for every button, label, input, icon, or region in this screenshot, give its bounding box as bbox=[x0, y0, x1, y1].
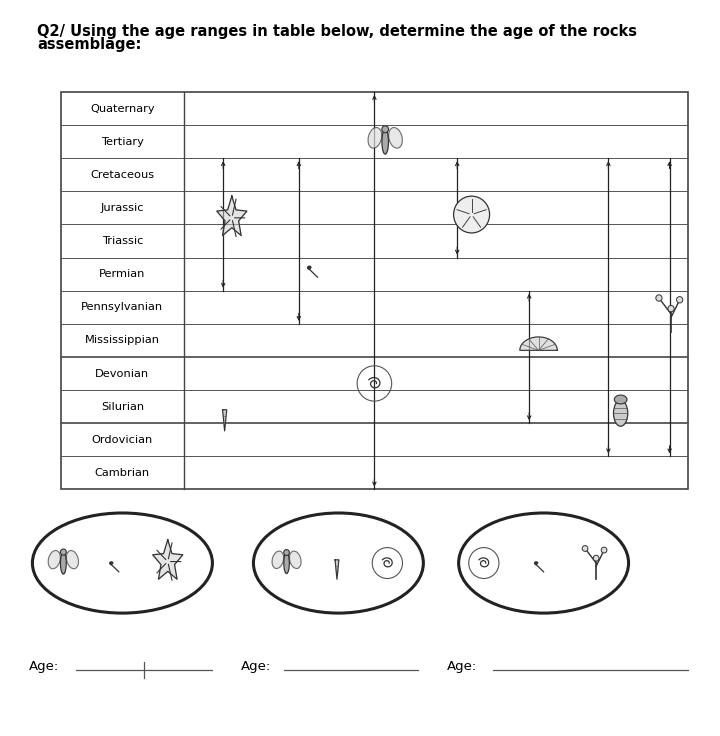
Polygon shape bbox=[222, 410, 227, 431]
Ellipse shape bbox=[459, 513, 629, 613]
Text: Cambrian: Cambrian bbox=[95, 468, 150, 478]
Text: Devonian: Devonian bbox=[95, 369, 150, 378]
Ellipse shape bbox=[32, 513, 212, 613]
Text: Pennsylvanian: Pennsylvanian bbox=[81, 302, 163, 312]
Text: Cretaceous: Cretaceous bbox=[90, 170, 155, 180]
Polygon shape bbox=[217, 196, 247, 236]
Text: Age:: Age: bbox=[241, 659, 271, 673]
Ellipse shape bbox=[272, 551, 284, 568]
Ellipse shape bbox=[613, 400, 628, 426]
Circle shape bbox=[284, 550, 289, 556]
Circle shape bbox=[382, 126, 389, 132]
Ellipse shape bbox=[253, 513, 423, 613]
Text: assemblage:: assemblage: bbox=[37, 37, 142, 52]
Ellipse shape bbox=[382, 130, 389, 154]
Ellipse shape bbox=[368, 127, 382, 148]
Ellipse shape bbox=[289, 551, 301, 568]
Circle shape bbox=[593, 555, 599, 561]
Text: Ordovician: Ordovician bbox=[91, 435, 153, 445]
Circle shape bbox=[582, 545, 588, 551]
Text: Quaternary: Quaternary bbox=[90, 104, 155, 113]
Text: Age:: Age: bbox=[446, 659, 477, 673]
Text: Jurassic: Jurassic bbox=[101, 203, 144, 213]
Ellipse shape bbox=[284, 553, 289, 573]
Text: Mississippian: Mississippian bbox=[85, 336, 160, 345]
Circle shape bbox=[656, 295, 662, 301]
Ellipse shape bbox=[48, 551, 60, 569]
Polygon shape bbox=[153, 539, 183, 579]
Circle shape bbox=[60, 549, 66, 555]
Ellipse shape bbox=[389, 127, 402, 148]
Text: Triassic: Triassic bbox=[102, 236, 143, 246]
Ellipse shape bbox=[60, 552, 66, 574]
Circle shape bbox=[677, 297, 683, 303]
Text: Age:: Age: bbox=[29, 659, 59, 673]
Text: Silurian: Silurian bbox=[101, 402, 144, 411]
Ellipse shape bbox=[66, 551, 78, 569]
Circle shape bbox=[668, 305, 674, 312]
Polygon shape bbox=[335, 560, 339, 579]
Bar bbox=[61, 92, 688, 489]
Ellipse shape bbox=[614, 395, 627, 404]
Text: Tertiary: Tertiary bbox=[101, 137, 144, 146]
Polygon shape bbox=[520, 337, 557, 350]
Circle shape bbox=[601, 547, 607, 553]
Text: Permian: Permian bbox=[99, 269, 145, 279]
Text: Q2/ Using the age ranges in table below, determine the age of the rocks: Q2/ Using the age ranges in table below,… bbox=[37, 24, 637, 38]
Circle shape bbox=[454, 197, 490, 233]
